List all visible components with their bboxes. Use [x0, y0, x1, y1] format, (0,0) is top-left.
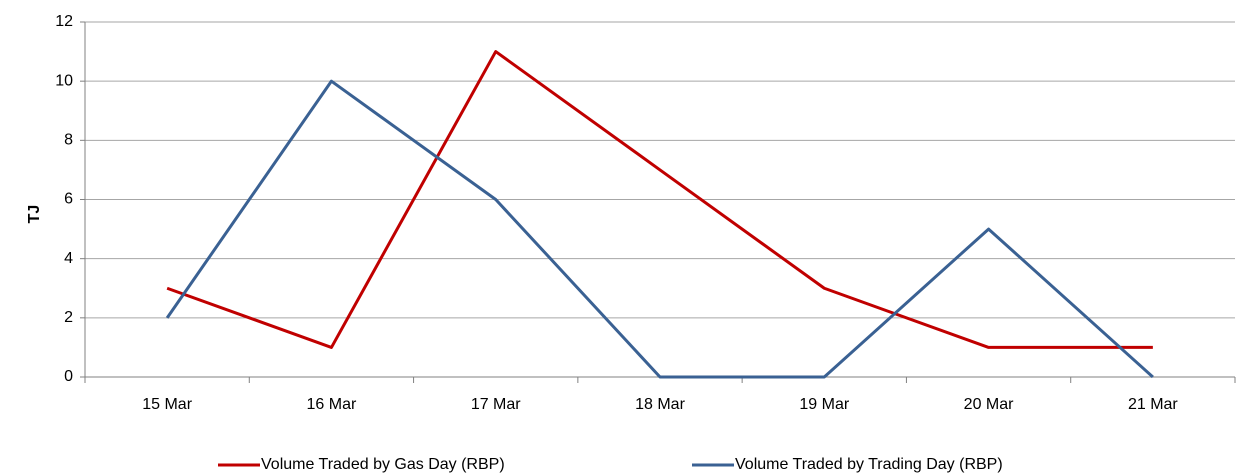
y-tick-label: 8 — [64, 132, 73, 149]
x-tick-label: 21 Mar — [1128, 396, 1178, 413]
series-line — [166, 50, 1153, 349]
y-tick-label: 4 — [64, 250, 73, 267]
series-line — [165, 79, 1154, 379]
y-axis-label: TJ — [26, 205, 43, 224]
y-tick-label: 12 — [55, 13, 73, 30]
legend-label: Volume Traded by Trading Day (RBP) — [735, 456, 1003, 473]
x-tick-label: 18 Mar — [635, 396, 685, 413]
y-tick-label: 10 — [55, 72, 73, 89]
y-tick-label: 2 — [64, 309, 73, 326]
x-tick-label: 16 Mar — [307, 396, 357, 413]
x-tick-label: 17 Mar — [471, 396, 521, 413]
y-tick-label: 0 — [64, 368, 73, 385]
x-tick-label: 15 Mar — [142, 396, 192, 413]
x-tick-label: 19 Mar — [799, 396, 849, 413]
legend-label: Volume Traded by Gas Day (RBP) — [261, 456, 505, 473]
y-tick-label: 6 — [64, 191, 73, 208]
x-tick-label: 20 Mar — [964, 396, 1014, 413]
